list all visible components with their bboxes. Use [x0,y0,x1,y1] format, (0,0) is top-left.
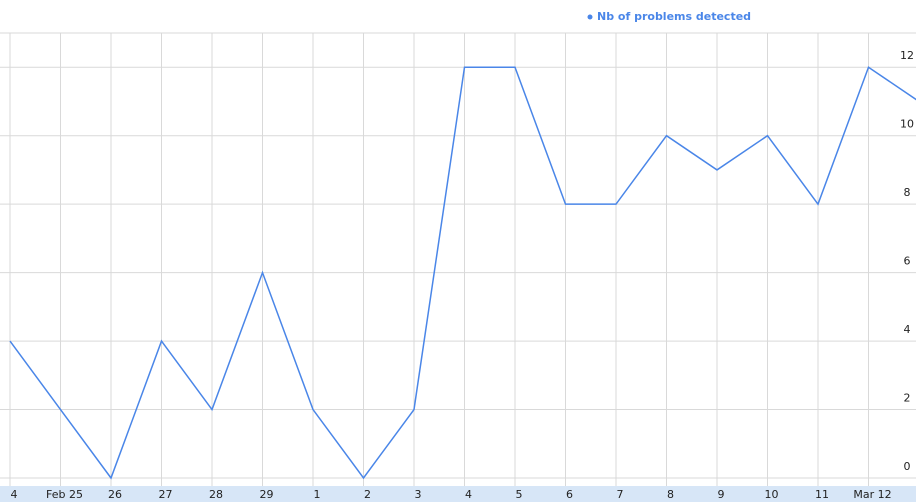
x-tick-label: 26 [108,488,122,501]
x-tick-label: 9 [718,488,725,501]
x-tick-label: 11 [815,488,829,501]
y-tick-label: 4 [904,323,911,336]
x-tick-label: 28 [209,488,223,501]
legend-label: Nb of problems detected [597,10,751,23]
y-tick-label: 12 [900,49,914,62]
y-tick-label: 0 [904,460,911,473]
series-line [9,66,916,480]
x-tick-label: 8 [667,488,674,501]
x-tick-label: Mar 12 [853,488,891,501]
x-axis-band [0,486,916,502]
x-tick-label: 6 [566,488,573,501]
x-tick-label: 29 [260,488,274,501]
x-tick-label: 10 [765,488,779,501]
x-tick-label: 7 [617,488,624,501]
y-tick-label: 8 [904,186,911,199]
y-tick-label: 10 [900,118,914,131]
x-tick-label: 27 [159,488,173,501]
y-tick-label: 6 [904,255,911,268]
x-tick-label: Feb 25 [46,488,83,501]
legend-marker [587,14,593,20]
x-tick-label: 5 [516,488,523,501]
x-tick-label: 4 [11,488,18,501]
x-tick-label: 3 [415,488,422,501]
x-tick-label: 2 [364,488,371,501]
x-tick-label: 4 [465,488,472,501]
x-tick-label: 1 [314,488,321,501]
y-tick-label: 2 [904,392,911,405]
